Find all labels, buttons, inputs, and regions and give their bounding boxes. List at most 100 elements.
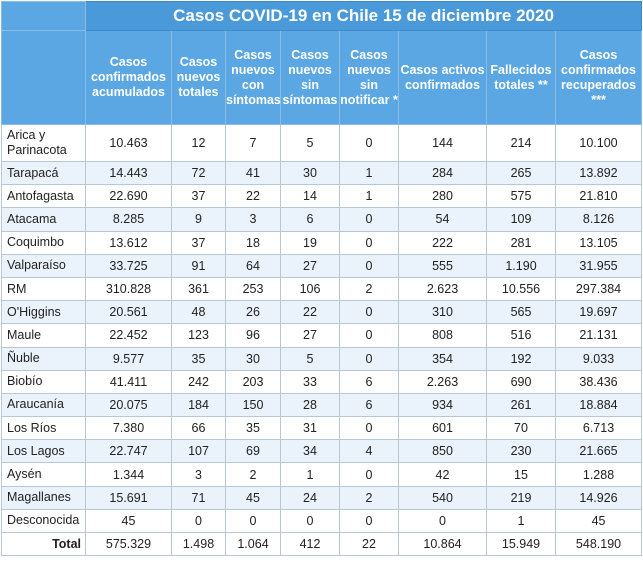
table-cell: 24 — [280, 485, 340, 510]
table-cell: 214 — [486, 124, 556, 162]
table-cell: 184 — [171, 392, 226, 418]
table-cell: 7 — [225, 124, 281, 162]
table-cell: 565 — [486, 300, 556, 325]
table-cell: 0 — [339, 207, 399, 232]
table-row: Biobío 41.411 242 203 33 6 2.263 690 38.436 — [1, 369, 643, 394]
table-cell: 540 — [398, 485, 487, 510]
table-cell: 35 — [225, 416, 281, 441]
table-cell: 575.329 — [85, 531, 172, 557]
table-cell: 0 — [398, 508, 487, 534]
table-cell: 1 — [486, 508, 556, 534]
table-title: Casos COVID-19 en Chile 15 de diciembre … — [84, 1, 643, 31]
table-cell: 33.725 — [85, 253, 172, 278]
table-cell: 203 — [225, 369, 281, 394]
table-cell: 297.384 — [554, 276, 643, 302]
table-cell: 261 — [486, 392, 556, 418]
table-cell: 15 — [486, 462, 556, 487]
table-cell: 5 — [280, 346, 340, 371]
table-cell: 48 — [171, 300, 226, 325]
table-cell: 412 — [280, 531, 340, 557]
table-cell: 222 — [398, 230, 487, 255]
region-header — [1, 30, 86, 125]
table-cell: 2 — [339, 276, 399, 302]
table-cell: 13.892 — [554, 160, 643, 186]
table-cell: 31.955 — [554, 253, 643, 278]
table-cell: 107 — [171, 439, 226, 464]
table-cell: 0 — [171, 508, 226, 534]
table-cell: 27 — [280, 253, 340, 278]
table-cell: 354 — [398, 346, 487, 371]
table-cell: 10.100 — [554, 124, 643, 162]
table-cell: 6 — [339, 392, 399, 418]
table-row: Desconocida 45 0 0 0 0 0 1 45 — [1, 508, 643, 534]
table-cell: 5 — [280, 124, 340, 162]
region-name: Aysén — [1, 462, 86, 487]
region-name: Los Ríos — [1, 416, 86, 441]
table-cell: 21.131 — [554, 323, 643, 348]
table-cell: 1.344 — [85, 462, 172, 487]
table-row: Magallanes 15.691 71 45 24 2 540 219 14.926 — [1, 485, 643, 510]
table-cell: 0 — [339, 323, 399, 348]
table-cell: 28 — [280, 392, 340, 418]
table-row: Arica y Parinacota 10.463 12 7 5 0 144 214 10.10… — [1, 124, 643, 162]
table-cell: 22 — [339, 531, 399, 557]
region-name: Magallanes — [1, 485, 86, 510]
column-header: Casos confirmados acumulados — [85, 30, 172, 125]
table-cell: 21.665 — [554, 439, 643, 464]
column-header: Fallecidos totales ** — [486, 30, 556, 125]
region-name: Antofagasta — [1, 184, 86, 209]
table-cell: 0 — [339, 346, 399, 371]
table-cell: 96 — [225, 323, 281, 348]
table-cell: 6.713 — [554, 416, 643, 441]
table-cell: 27 — [280, 323, 340, 348]
total-label: Total — [1, 531, 86, 557]
table-cell: 265 — [486, 160, 556, 186]
table-cell: 30 — [225, 346, 281, 371]
table-cell: 9.577 — [85, 346, 172, 371]
table-cell: 19 — [280, 230, 340, 255]
table-cell: 13.105 — [554, 230, 643, 255]
table-cell: 1.288 — [554, 462, 643, 487]
table-cell: 64 — [225, 253, 281, 278]
table-cell: 219 — [486, 485, 556, 510]
table-cell: 1.190 — [486, 253, 556, 278]
table-cell: 192 — [486, 346, 556, 371]
table-cell: 0 — [280, 508, 340, 534]
table-cell: 601 — [398, 416, 487, 441]
total-row: Total 575.329 1.498 1.064 412 22 10.864 15.949 5… — [1, 531, 643, 557]
table-cell: 2.263 — [398, 369, 487, 394]
table-cell: 91 — [171, 253, 226, 278]
table-cell: 13.612 — [85, 230, 172, 255]
table-cell: 4 — [339, 439, 399, 464]
region-name: Coquimbo — [1, 230, 86, 255]
table-cell: 45 — [85, 508, 172, 534]
table-row: Araucanía 20.075 184 150 28 6 934 261 18.884 — [1, 392, 643, 418]
table-row: Coquimbo 13.612 37 18 19 0 222 281 13.105 — [1, 230, 643, 255]
region-name: Ñuble — [1, 346, 86, 371]
table-cell: 123 — [171, 323, 226, 348]
table-cell: 1 — [339, 160, 399, 186]
table-cell: 6 — [339, 369, 399, 394]
table-row: Atacama 8.285 9 3 6 0 54 109 8.126 — [1, 207, 643, 232]
column-header: Casos nuevos con síntomas — [225, 30, 281, 125]
table-cell: 20.075 — [85, 392, 172, 418]
table-cell: 34 — [280, 439, 340, 464]
table-cell: 19.697 — [554, 300, 643, 325]
table-cell: 548.190 — [554, 531, 643, 557]
table-cell: 20.561 — [85, 300, 172, 325]
corner-cell — [1, 1, 86, 31]
table-cell: 26 — [225, 300, 281, 325]
table-cell: 0 — [339, 462, 399, 487]
table-row: Valparaíso 33.725 91 64 27 0 555 1.190 31.955 — [1, 253, 643, 278]
covid-cases-table: Casos COVID-19 en Chile 15 de diciembre … — [1, 1, 643, 557]
table-cell: 253 — [225, 276, 281, 302]
table-cell: 18 — [225, 230, 281, 255]
table-cell: 41.411 — [85, 369, 172, 394]
table-cell: 555 — [398, 253, 487, 278]
table-cell: 21.810 — [554, 184, 643, 209]
table-cell: 72 — [171, 160, 226, 186]
table-cell: 280 — [398, 184, 487, 209]
table-cell: 38.436 — [554, 369, 643, 394]
table-cell: 934 — [398, 392, 487, 418]
table-cell: 2 — [339, 485, 399, 510]
